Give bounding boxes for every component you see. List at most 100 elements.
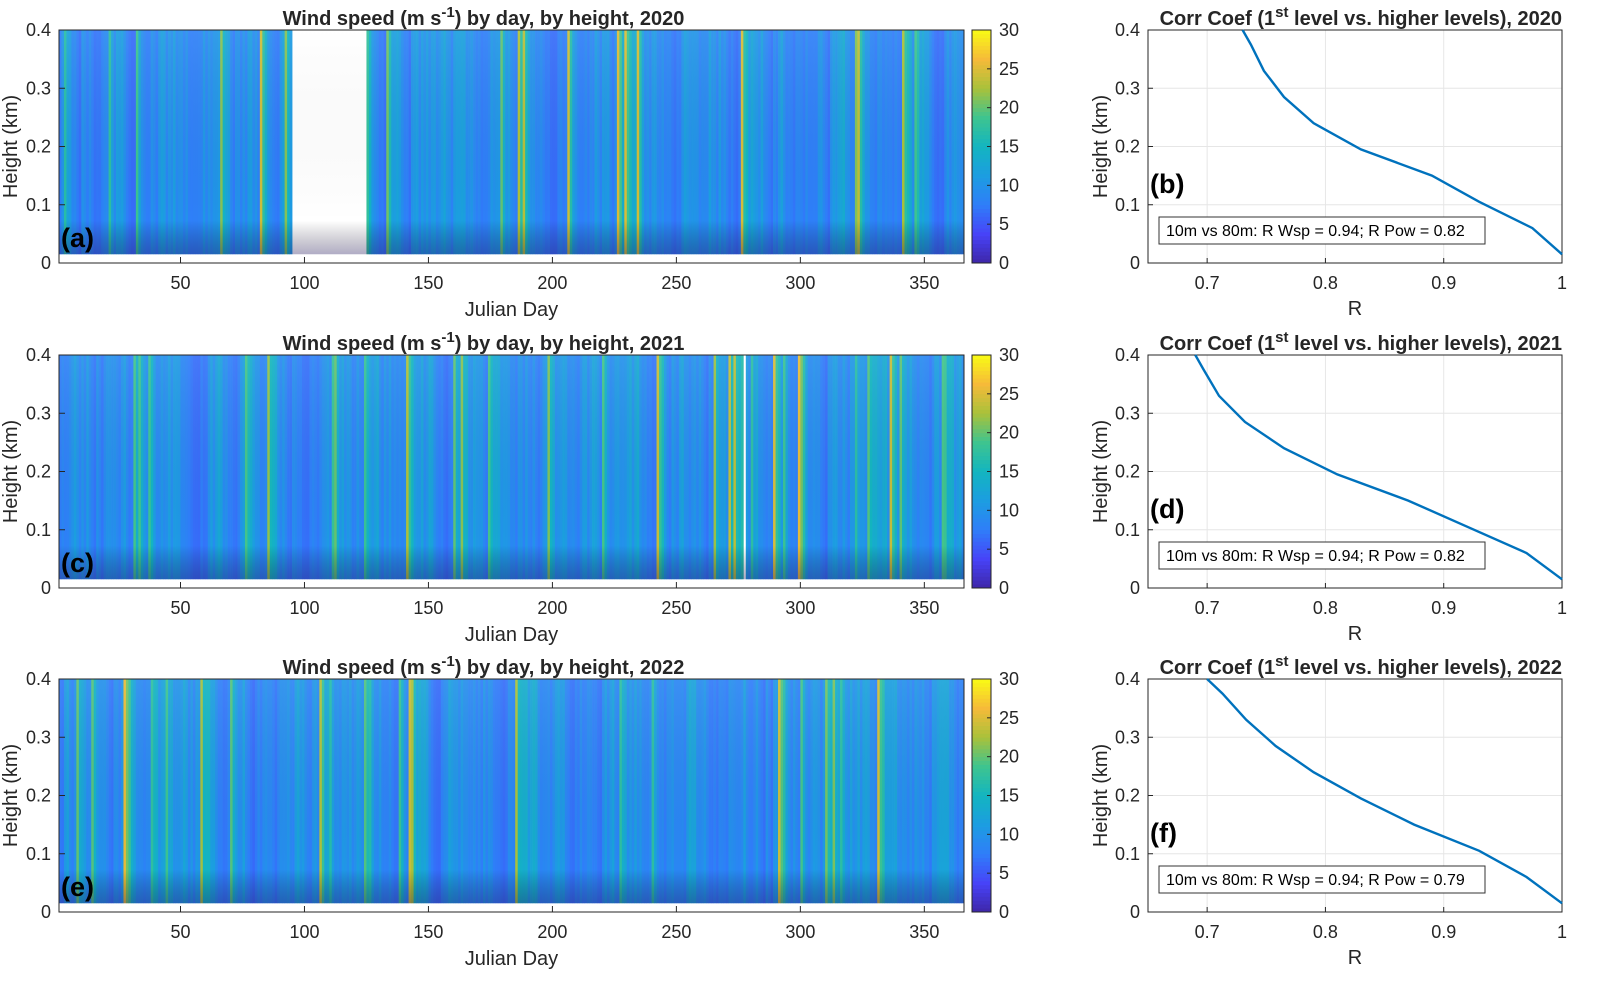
- y-tick-label: 0.3: [1115, 78, 1140, 98]
- colorbar-step: [972, 378, 991, 383]
- colorbar-step: [972, 861, 991, 866]
- colorbar-step: [972, 212, 991, 217]
- colorbar-step: [972, 892, 991, 897]
- colorbar-step: [972, 53, 991, 58]
- correlation-line: [1206, 678, 1563, 905]
- x-tick-label: 150: [413, 922, 443, 942]
- colorbar-step: [972, 779, 991, 785]
- panel-c: 50 100 150 200 250 300 35000.10.20.30.4Julian …: [0, 329, 1019, 646]
- colorbar-step: [972, 733, 991, 738]
- y-tick-label: 0: [1130, 253, 1140, 273]
- colorbar-step: [972, 96, 991, 101]
- y-tick-label: 0.1: [1115, 195, 1140, 215]
- title-superscript: -1: [441, 4, 454, 21]
- x-tick-label: 100: [289, 922, 319, 942]
- colorbar-step: [972, 690, 991, 695]
- colorbar-step: [972, 702, 991, 707]
- y-tick-label: 0.4: [1115, 345, 1140, 365]
- colorbar-step: [972, 173, 991, 178]
- y-tick-label: 0: [41, 578, 51, 598]
- colorbar-tick-label: 30: [999, 20, 1019, 40]
- colorbar-tick-label: 5: [999, 863, 1009, 883]
- height-shading: [59, 679, 964, 904]
- colorbar-step: [972, 84, 991, 89]
- x-tick-label: 150: [413, 598, 443, 618]
- colorbar-step: [972, 45, 991, 50]
- colorbar-step: [972, 417, 991, 422]
- colorbar-tick-label: 20: [999, 747, 1019, 767]
- colorbar-step: [972, 459, 991, 465]
- heatmap-cells: [59, 679, 965, 904]
- panel-label: (f): [1150, 818, 1177, 848]
- colorbar-step: [972, 834, 991, 839]
- colorbar-step: [972, 154, 991, 159]
- height-shading: [59, 355, 964, 580]
- panel-label: (a): [61, 223, 94, 253]
- colorbar: 0 5 10 15 20 25 30: [971, 669, 1019, 922]
- colorbar-step: [972, 814, 991, 820]
- title-superscript: -1: [441, 329, 454, 346]
- colorbar-step: [972, 682, 991, 688]
- colorbar-step: [972, 92, 991, 97]
- colorbar-step: [972, 247, 991, 252]
- colorbar-step: [972, 80, 991, 85]
- x-tick-label: 0.7: [1195, 273, 1220, 293]
- colorbar-step: [972, 553, 991, 558]
- colorbar-step: [972, 799, 991, 804]
- colorbar-step: [972, 37, 991, 43]
- colorbar-step: [972, 541, 991, 546]
- x-tick-label: 300: [785, 922, 815, 942]
- x-tick-label: 0.7: [1195, 922, 1220, 942]
- colorbar-step: [972, 220, 991, 225]
- annotation-text: 10m vs 80m: R Wsp = 0.94; R Pow = 0.82: [1166, 223, 1465, 240]
- title-part: Corr Coef (1: [1160, 657, 1276, 679]
- colorbar-step: [972, 686, 991, 692]
- chart-title: Wind speed (m s-1) by day, by height, 20…: [283, 329, 685, 355]
- colorbar-step: [972, 908, 991, 913]
- colorbar-step: [972, 717, 991, 723]
- colorbar-step: [972, 428, 991, 434]
- colorbar-step: [972, 130, 991, 136]
- colorbar-step: [972, 193, 991, 198]
- colorbar-tick-label: 20: [999, 98, 1019, 118]
- colorbar-step: [972, 537, 991, 542]
- x-tick-label: 0.9: [1431, 598, 1456, 618]
- colorbar-step: [972, 904, 991, 909]
- annotation-box: [1158, 541, 1486, 570]
- colorbar-step: [972, 752, 991, 758]
- y-tick-label: 0.2: [1115, 786, 1140, 806]
- colorbar-step: [972, 721, 991, 726]
- chart-title: Corr Coef (1st level vs. higher levels),…: [1160, 653, 1562, 679]
- colorbar-step: [972, 795, 991, 800]
- colorbar-step: [972, 525, 991, 531]
- colorbar-step: [972, 162, 991, 167]
- colorbar-step: [972, 498, 991, 503]
- colorbar-step: [972, 869, 991, 874]
- colorbar-step: [972, 725, 991, 730]
- colorbar-step: [972, 884, 991, 890]
- heatmap-cells: [59, 30, 965, 255]
- colorbar-step: [972, 146, 991, 151]
- colorbar-step: [972, 235, 991, 241]
- title-part: level vs. higher levels), 2020: [1289, 8, 1563, 30]
- colorbar-step: [972, 877, 991, 882]
- panel-label: (c): [61, 548, 94, 578]
- colorbar-step: [972, 818, 991, 824]
- colorbar-step: [972, 518, 991, 523]
- x-tick-label: 50: [170, 273, 190, 293]
- y-axis-label: Height (km): [1090, 744, 1112, 847]
- colorbar-step: [972, 568, 991, 573]
- colorbar-step: [972, 455, 991, 461]
- colorbar-step: [972, 529, 991, 535]
- y-tick-label: 0.1: [26, 195, 51, 215]
- y-tick-label: 0.3: [26, 403, 51, 423]
- y-axis-label: Height (km): [0, 420, 22, 523]
- colorbar-tick-label: 5: [999, 539, 1009, 559]
- colorbar-step: [972, 710, 991, 715]
- colorbar-step: [972, 549, 991, 554]
- y-tick-label: 0.4: [1115, 669, 1140, 689]
- colorbar-step: [972, 698, 991, 703]
- panel-label: (e): [61, 872, 94, 902]
- colorbar-step: [972, 64, 991, 70]
